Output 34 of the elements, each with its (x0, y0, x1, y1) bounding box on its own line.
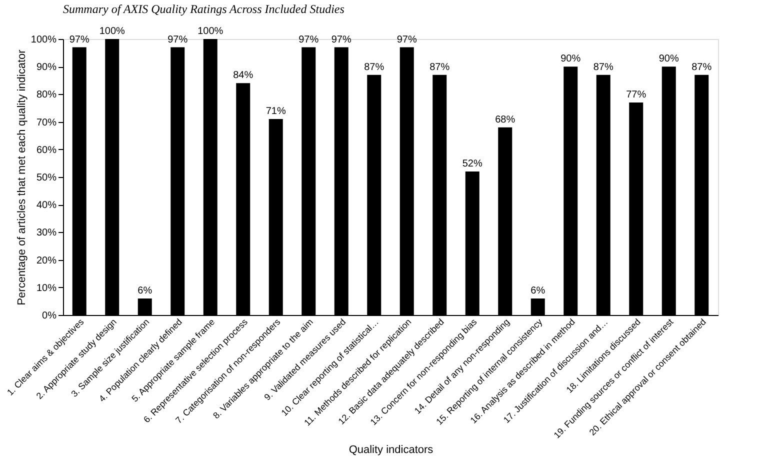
y-tick-label: 80% (36, 90, 57, 101)
y-tick-label: 10% (36, 282, 57, 294)
data-label: 6% (138, 285, 152, 296)
y-axis-title: Percentage of articles that met each quality indicator (16, 49, 28, 306)
y-tick-label: 60% (36, 144, 57, 156)
data-label: 97% (69, 34, 90, 46)
data-label: 97% (396, 34, 417, 46)
data-label: 77% (626, 89, 646, 100)
y-tick-label: 70% (36, 117, 57, 128)
data-label: 97% (168, 34, 188, 46)
y-tick-label: 0% (42, 310, 57, 322)
data-label: 100% (198, 26, 224, 37)
data-label: 87% (692, 62, 712, 73)
data-label: 87% (593, 62, 614, 73)
y-tick-label: 100% (30, 34, 57, 46)
data-label: 100% (99, 26, 126, 37)
y-tick-label: 30% (36, 228, 57, 239)
y-tick-label: 50% (36, 172, 57, 184)
data-label: 90% (658, 54, 679, 65)
y-tick-label: 40% (36, 200, 57, 212)
y-tick-label: 90% (36, 62, 57, 74)
data-label: 84% (233, 70, 254, 82)
data-label: 71% (266, 106, 286, 118)
chart-title: Summary of AXIS Quality Ratings Across Included Studies (63, 2, 345, 16)
x-axis-title: Quality indicators (348, 444, 434, 456)
data-label: 68% (495, 114, 516, 126)
data-label: 97% (298, 34, 319, 46)
data-label: 52% (462, 158, 482, 170)
data-label: 97% (331, 34, 352, 46)
data-label: 87% (364, 62, 384, 73)
data-label: 6% (530, 285, 546, 296)
data-label: 87% (430, 62, 450, 73)
data-label: 90% (560, 54, 581, 65)
y-tick-label: 20% (36, 255, 57, 266)
